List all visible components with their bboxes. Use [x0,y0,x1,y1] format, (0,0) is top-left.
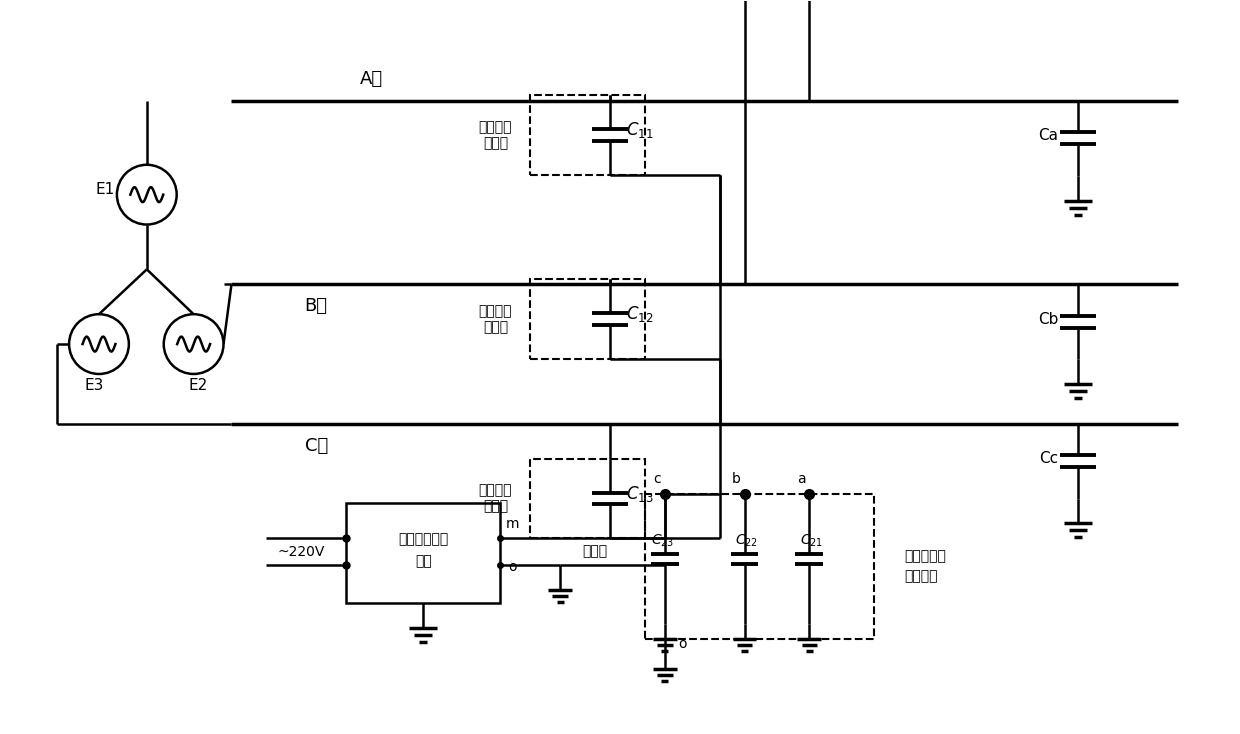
Text: o: o [678,637,687,651]
Text: $C_{21}$: $C_{21}$ [800,533,823,549]
Text: ~220V: ~220V [278,545,325,559]
Text: c: c [653,471,661,486]
Circle shape [164,314,223,374]
Text: Cb: Cb [1038,312,1059,327]
Text: 测试线: 测试线 [583,545,608,559]
Text: Ca: Ca [1038,128,1059,143]
Text: 电容电流测试: 电容电流测试 [398,532,449,546]
Text: $C_{12}$: $C_{12}$ [626,304,653,324]
Text: 传感器: 传感器 [482,320,508,334]
Text: Cc: Cc [1039,451,1058,466]
Text: 带电指示: 带电指示 [479,120,512,134]
Bar [531,280,645,359]
Text: $C_{11}$: $C_{11}$ [626,120,653,140]
Text: b: b [732,471,742,486]
Text: E3: E3 [84,379,104,393]
Bar [645,493,874,639]
Text: m: m [506,517,520,531]
Text: 开关柜带电: 开关柜带电 [904,549,946,563]
Text: E1: E1 [95,182,114,197]
Text: 传感器: 传感器 [482,136,508,150]
Circle shape [69,314,129,374]
Bar [346,504,501,603]
Text: 传感器: 传感器 [482,499,508,514]
Text: C相: C相 [305,437,327,454]
Circle shape [117,164,176,225]
Text: 带电指示: 带电指示 [479,304,512,319]
Bar [531,95,645,175]
Text: E2: E2 [188,379,208,393]
Text: A相: A相 [360,70,382,88]
Text: o: o [508,560,517,574]
Text: 带电指示: 带电指示 [479,484,512,498]
Bar [531,459,645,538]
Text: $C_{23}$: $C_{23}$ [651,533,675,549]
Text: $C_{13}$: $C_{13}$ [626,484,653,504]
Text: B相: B相 [305,297,327,315]
Text: 指示装置: 指示装置 [904,569,937,584]
Text: 装置: 装置 [415,554,432,568]
Text: a: a [797,471,806,486]
Text: $C_{22}$: $C_{22}$ [735,533,758,549]
